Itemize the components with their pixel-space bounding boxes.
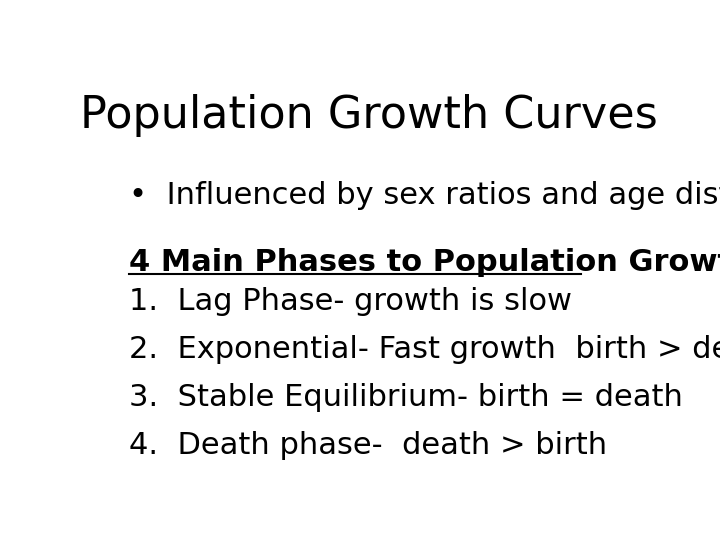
Text: 4.  Death phase-  death > birth: 4. Death phase- death > birth	[129, 431, 607, 460]
Text: 4 Main Phases to Population Growth: 4 Main Phases to Population Growth	[129, 248, 720, 277]
Text: •  Influenced by sex ratios and age distribution: • Influenced by sex ratios and age distr…	[129, 181, 720, 210]
Text: 2.  Exponential- Fast growth  birth > death: 2. Exponential- Fast growth birth > deat…	[129, 335, 720, 364]
Text: 3.  Stable Equilibrium- birth = death: 3. Stable Equilibrium- birth = death	[129, 383, 683, 412]
Text: Population Growth Curves: Population Growth Curves	[80, 94, 658, 137]
Text: 1.  Lag Phase- growth is slow: 1. Lag Phase- growth is slow	[129, 287, 572, 316]
